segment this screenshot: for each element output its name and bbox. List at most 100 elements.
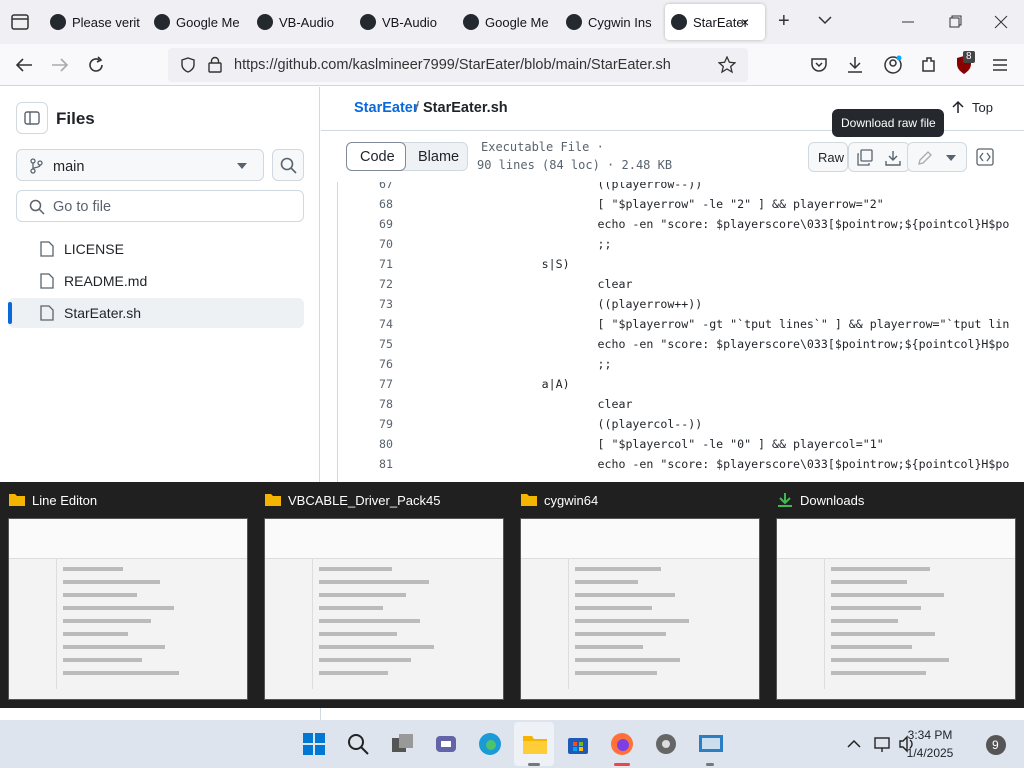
- tab-favicon: [566, 14, 582, 30]
- file-name: StarEater.sh: [423, 100, 508, 116]
- thumbnail-row: [831, 593, 944, 597]
- task-view-button[interactable]: [391, 733, 415, 755]
- close-button[interactable]: [993, 14, 1009, 30]
- line-number: 68: [379, 197, 393, 211]
- settings-icon[interactable]: [654, 732, 678, 756]
- file-info: 90 lines (84 loc) · 2.48 KB: [477, 158, 673, 172]
- back-button[interactable]: [14, 56, 34, 74]
- menu-button[interactable]: [991, 57, 1009, 73]
- explorer-icon[interactable]: [522, 732, 548, 756]
- go-to-file-placeholder: Go to file: [53, 199, 112, 215]
- window-thumbnail: [264, 518, 504, 700]
- active-tab[interactable]: StarEater ×: [665, 4, 765, 40]
- tab-favicon: [50, 14, 66, 30]
- code-line: clear: [430, 397, 633, 411]
- file-item[interactable]: README.md: [8, 266, 304, 296]
- downloads-icon[interactable]: [846, 55, 864, 75]
- tab-close[interactable]: ×: [741, 14, 750, 30]
- repo-link[interactable]: StarEater: [354, 100, 419, 116]
- maximize-button[interactable]: [947, 14, 963, 30]
- code-tab-active[interactable]: [346, 142, 406, 171]
- thumbnail-row: [575, 645, 643, 649]
- blame-tab[interactable]: Blame: [418, 149, 460, 165]
- explorer-indicator: [528, 763, 540, 766]
- tab[interactable]: Google Me: [457, 4, 557, 40]
- file-item[interactable]: StarEater.sh: [8, 298, 304, 328]
- collapse-sidebar-button[interactable]: [16, 102, 48, 134]
- raw-button[interactable]: Raw: [808, 142, 848, 172]
- thumbnail-row: [831, 671, 926, 675]
- extension-badge: 8: [963, 51, 975, 63]
- reload-button[interactable]: [86, 55, 106, 75]
- tab-overflow-button[interactable]: [818, 15, 832, 25]
- sidebar-title: Files: [56, 109, 95, 128]
- sidebar-icon: [24, 111, 40, 125]
- tab[interactable]: Please verit: [44, 4, 144, 40]
- edit-button[interactable]: [917, 150, 933, 166]
- tab[interactable]: Cygwin Ins: [560, 4, 660, 40]
- thumbnail-row: [575, 580, 638, 584]
- tab[interactable]: Google Me: [148, 4, 248, 40]
- start-button[interactable]: [302, 732, 326, 756]
- line-number: 80: [379, 437, 393, 451]
- line-number: 74: [379, 317, 393, 331]
- top-link[interactable]: Top: [972, 100, 993, 115]
- thumbnail-row: [63, 632, 128, 636]
- app-icon[interactable]: [698, 732, 724, 756]
- download-button[interactable]: [884, 149, 902, 167]
- code-line: [ "$playerrow" -gt "`tput lines`" ] && p…: [430, 317, 1010, 331]
- url-bar[interactable]: https://github.com/kaslmineer7999/StarEa…: [168, 48, 748, 82]
- copy-button[interactable]: [856, 149, 874, 167]
- clock-time[interactable]: 3:34 PM: [907, 728, 953, 742]
- thumbnail-toolbar: [265, 519, 503, 559]
- thumbnail-row: [831, 632, 935, 636]
- thumbnail-row: [319, 606, 383, 610]
- task-preview[interactable]: Downloads: [768, 482, 1024, 708]
- file-name: StarEater.sh: [64, 305, 142, 321]
- teams-icon[interactable]: [434, 732, 458, 756]
- sidebar-border: [320, 708, 321, 720]
- code-line: ;;: [430, 357, 612, 371]
- pocket-icon[interactable]: [810, 56, 828, 74]
- thumbnail-row: [63, 567, 123, 571]
- network-icon[interactable]: [873, 735, 891, 753]
- thumbnail-row: [319, 567, 392, 571]
- firefox-icon[interactable]: [610, 732, 634, 756]
- go-to-file-input[interactable]: Go to file: [16, 190, 304, 222]
- search-button[interactable]: [347, 733, 369, 755]
- new-tab-button[interactable]: +: [778, 10, 790, 32]
- code-line: ((playerrow++)): [430, 297, 703, 311]
- tooltip-text: Download raw file: [841, 116, 936, 130]
- volume-icon[interactable]: [898, 735, 916, 753]
- thumbnail-row: [831, 645, 912, 649]
- tab-title: Please verit: [72, 15, 140, 30]
- code-line: ((playercol--)): [430, 417, 703, 431]
- edge-icon[interactable]: [478, 732, 502, 756]
- edit-dropdown[interactable]: [946, 155, 956, 161]
- page-strip: [0, 708, 1024, 720]
- tab[interactable]: VB-Audio: [251, 4, 351, 40]
- branch-select[interactable]: main: [16, 149, 264, 181]
- tab-favicon: [671, 14, 687, 30]
- thumbnail-row: [575, 593, 675, 597]
- tab[interactable]: VB-Audio: [354, 4, 454, 40]
- file-item[interactable]: LICENSE: [8, 234, 304, 264]
- symbols-button[interactable]: [976, 148, 994, 166]
- clock-date[interactable]: 1/4/2025: [906, 746, 954, 760]
- account-icon[interactable]: [883, 55, 903, 75]
- minimize-button[interactable]: [900, 14, 916, 30]
- store-icon[interactable]: [566, 732, 590, 756]
- firefox-indicator: [614, 763, 630, 766]
- search-button[interactable]: [272, 149, 304, 181]
- tab-title: VB-Audio: [382, 15, 437, 30]
- tab-list-button[interactable]: [10, 12, 30, 32]
- notification-badge[interactable]: 9: [986, 735, 1006, 755]
- bookmark-star[interactable]: [718, 56, 736, 74]
- tray-overflow[interactable]: [847, 739, 861, 748]
- extensions-icon[interactable]: [919, 55, 939, 75]
- task-preview[interactable]: cygwin64: [512, 482, 768, 708]
- task-preview[interactable]: VBCABLE_Driver_Pack45: [256, 482, 512, 708]
- forward-button[interactable]: [50, 56, 70, 74]
- task-preview[interactable]: Line Editon: [0, 482, 256, 708]
